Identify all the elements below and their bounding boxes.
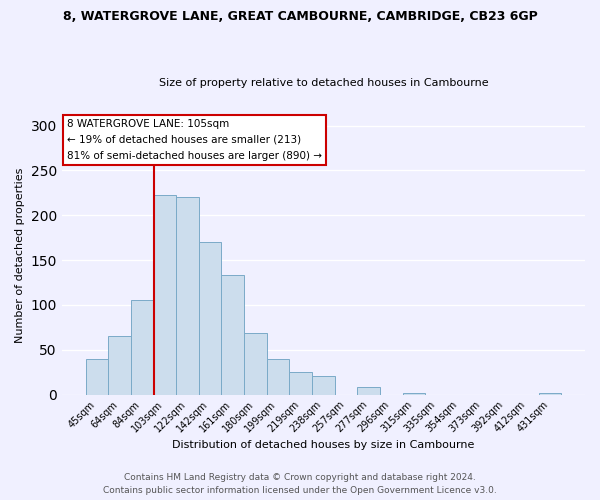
Bar [131, 300, 154, 394]
Bar [199, 242, 221, 394]
Y-axis label: Number of detached properties: Number of detached properties [15, 168, 25, 344]
X-axis label: Distribution of detached houses by size in Cambourne: Distribution of detached houses by size … [172, 440, 475, 450]
Bar [289, 372, 312, 394]
Bar [108, 336, 131, 394]
Bar [154, 196, 176, 394]
Bar [221, 276, 244, 394]
Text: 8 WATERGROVE LANE: 105sqm
← 19% of detached houses are smaller (213)
81% of semi: 8 WATERGROVE LANE: 105sqm ← 19% of detac… [67, 120, 322, 160]
Text: 8, WATERGROVE LANE, GREAT CAMBOURNE, CAMBRIDGE, CB23 6GP: 8, WATERGROVE LANE, GREAT CAMBOURNE, CAM… [62, 10, 538, 23]
Title: Size of property relative to detached houses in Cambourne: Size of property relative to detached ho… [158, 78, 488, 88]
Bar [403, 393, 425, 394]
Bar [86, 358, 108, 394]
Bar [176, 198, 199, 394]
Bar [539, 393, 561, 394]
Bar [312, 376, 335, 394]
Bar [358, 388, 380, 394]
Text: Contains HM Land Registry data © Crown copyright and database right 2024.
Contai: Contains HM Land Registry data © Crown c… [103, 474, 497, 495]
Bar [267, 358, 289, 394]
Bar [244, 332, 267, 394]
